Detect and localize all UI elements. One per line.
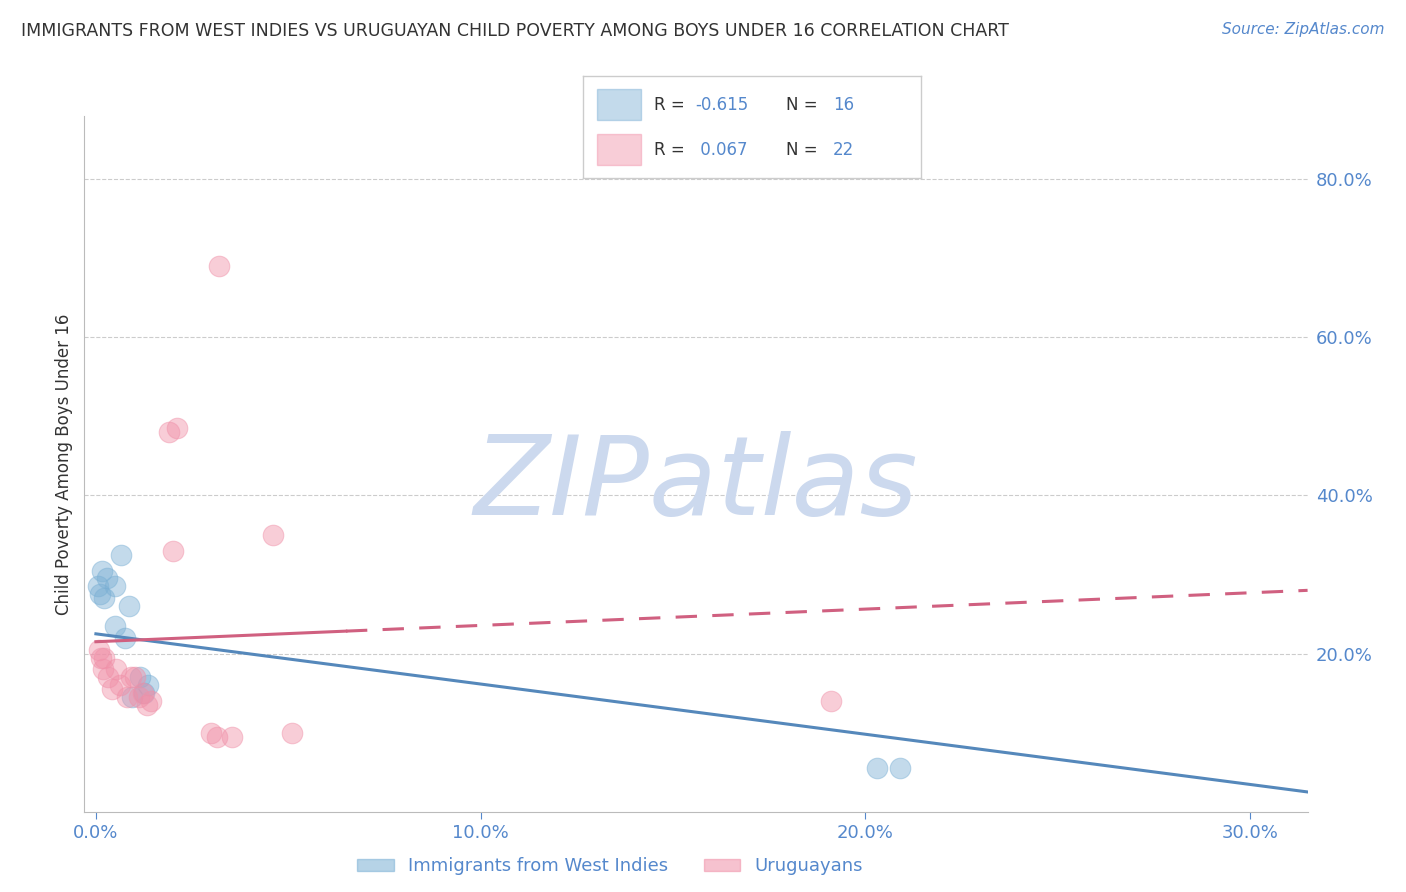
Point [124, 670, 146, 684]
Text: N =: N = [786, 95, 823, 113]
Point [91, 662, 114, 676]
Text: 0.067: 0.067 [695, 141, 748, 159]
Point [166, 421, 188, 435]
Point [108, 678, 131, 692]
Point [128, 690, 150, 704]
Point [221, 730, 243, 744]
Point [121, 690, 143, 704]
Point [110, 548, 132, 562]
Point [208, 259, 231, 273]
Text: -0.615: -0.615 [695, 95, 748, 113]
Point [200, 725, 222, 739]
Text: R =: R = [654, 95, 690, 113]
Point [93, 591, 115, 606]
Point [117, 599, 139, 614]
Point [162, 544, 184, 558]
Text: IMMIGRANTS FROM WEST INDIES VS URUGUAYAN CHILD POVERTY AMONG BOYS UNDER 16 CORRE: IMMIGRANTS FROM WEST INDIES VS URUGUAYAN… [21, 22, 1010, 40]
FancyBboxPatch shape [598, 135, 641, 165]
Point [820, 694, 842, 708]
Point [101, 682, 124, 697]
Point [114, 631, 136, 645]
Point [104, 619, 127, 633]
Point [135, 698, 157, 712]
Point [205, 730, 228, 744]
Point [129, 670, 152, 684]
Point [132, 686, 155, 700]
Point [87, 642, 110, 657]
FancyBboxPatch shape [598, 89, 641, 120]
Y-axis label: Child Poverty Among Boys Under 16: Child Poverty Among Boys Under 16 [55, 313, 73, 615]
Point [89, 587, 111, 601]
Text: ZIPatlas: ZIPatlas [474, 431, 918, 538]
Point [104, 662, 127, 676]
Point [97, 670, 120, 684]
Point [104, 579, 127, 593]
Point [139, 694, 162, 708]
Point [117, 690, 139, 704]
Text: R =: R = [654, 141, 690, 159]
Point [281, 725, 304, 739]
Point [136, 678, 159, 692]
Point [96, 572, 118, 586]
Point [866, 761, 889, 775]
Text: 22: 22 [834, 141, 855, 159]
Point [89, 650, 111, 665]
Text: N =: N = [786, 141, 823, 159]
Point [90, 564, 112, 578]
Point [93, 650, 115, 665]
Text: 16: 16 [834, 95, 855, 113]
Point [262, 528, 284, 542]
Point [157, 425, 180, 440]
Legend: Immigrants from West Indies, Uruguayans: Immigrants from West Indies, Uruguayans [350, 850, 870, 883]
Point [889, 761, 911, 775]
Text: Source: ZipAtlas.com: Source: ZipAtlas.com [1222, 22, 1385, 37]
Point [132, 686, 155, 700]
Point [120, 670, 142, 684]
Point [87, 579, 110, 593]
